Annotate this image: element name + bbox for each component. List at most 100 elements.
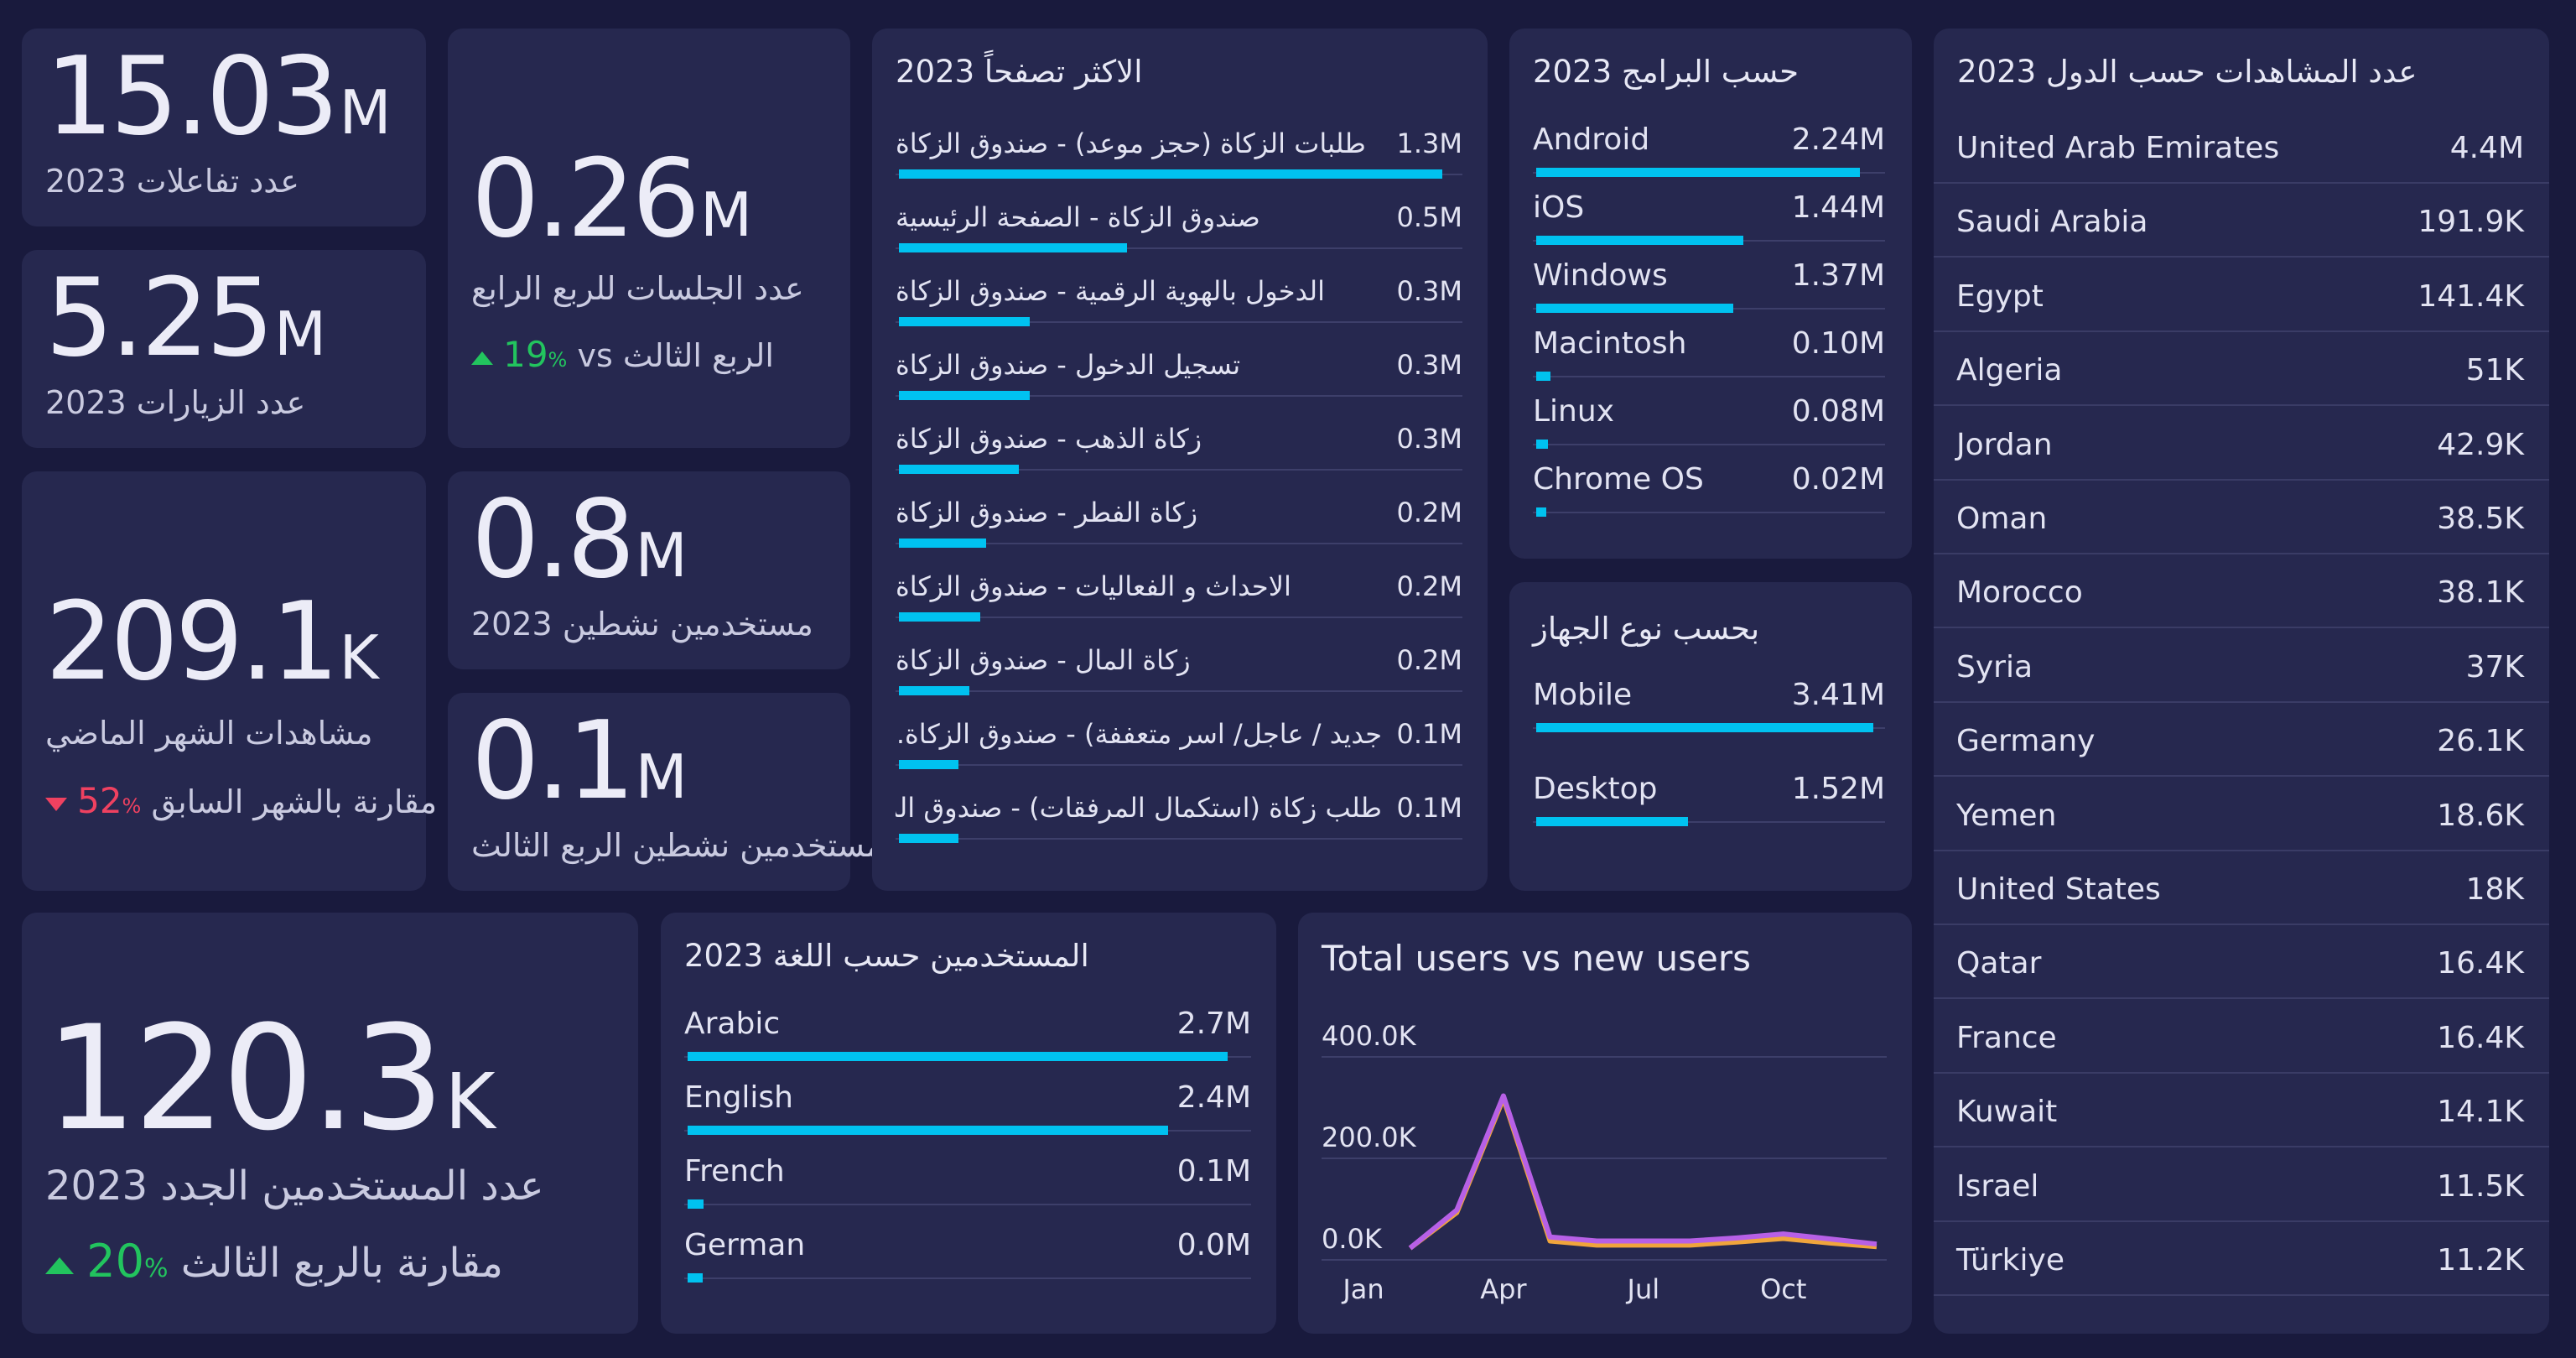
country-row[interactable]: Saudi Arabia 191.9K (1934, 183, 2549, 258)
most-browsed-row-label: صندوق الزكاة - الصفحة الرئيسية (896, 201, 1260, 233)
most-browsed-row[interactable]: الاحداث و الفعاليات - صندوق الزكاة 0.2M (896, 570, 1462, 644)
row-divider (896, 543, 1462, 544)
most-browsed-row[interactable]: زكاة الذهب - صندوق الزكاة 0.3M (896, 423, 1462, 497)
country-row[interactable]: United Arab Emirates 4.4M (1934, 109, 2549, 184)
country-name: Saudi Arabia (1956, 205, 2148, 240)
country-value: 16.4K (2437, 946, 2524, 981)
country-row[interactable]: Syria 37K (1934, 628, 2549, 703)
most-browsed-row-label: جديد / عاجل/ اسر متعففة) - صندوق الزكاة.… (896, 718, 1382, 750)
program-row[interactable]: Windows 1.37M (1533, 258, 1885, 326)
language-row-value: 2.4M (1176, 1080, 1251, 1115)
kpi-new-users-value: 120.3K (45, 994, 496, 1163)
row-divider (684, 1204, 1251, 1205)
program-row[interactable]: iOS 1.44M (1533, 190, 1885, 258)
most-browsed-row[interactable]: طلب زكاة (استكمال المرفقات) - صندوق الزك… (896, 792, 1462, 866)
most-browsed-row-bar (899, 612, 981, 622)
country-row[interactable]: Qatar 16.4K (1934, 924, 2549, 1000)
row-divider (896, 617, 1462, 618)
country-name: United States (1956, 872, 2161, 907)
most-browsed-row-value: 1.3M (1396, 127, 1463, 159)
chart-y-tick-label: 200.0K (1322, 1121, 1417, 1153)
language-row-bar (688, 1273, 703, 1283)
language-row-label: English (684, 1080, 793, 1115)
language-row[interactable]: English 2.4M (684, 1080, 1251, 1154)
kpi-new-users-delta: 20% مقارنة بالربع الثالث (45, 1235, 503, 1288)
device-row[interactable]: Mobile 3.41M (1533, 678, 1885, 772)
country-row[interactable]: Yemen 18.6K (1934, 777, 2549, 851)
most-browsed-row-bar (899, 243, 1128, 252)
country-title: عدد المشاهدات حسب الدول 2023 (1957, 54, 2418, 90)
country-row[interactable]: Egypt 141.4K (1934, 258, 2549, 332)
country-row[interactable]: Germany 26.1K (1934, 702, 2549, 778)
kpi-visits-card: 5.25M عدد الزيارات 2023 (22, 250, 426, 448)
kpi-visits-value: 5.25M (45, 256, 327, 381)
most-browsed-row[interactable]: الدخول بالهوية الرقمية - صندوق الزكاة 0.3… (896, 275, 1462, 349)
chart-x-tick-label: Oct (1760, 1273, 1806, 1305)
most-browsed-row[interactable]: زكاة المال - صندوق الزكاة 0.2M (896, 644, 1462, 718)
most-browsed-row-bar (899, 686, 970, 695)
country-row[interactable]: Jordan 42.9K (1934, 406, 2549, 481)
most-browsed-row[interactable]: صندوق الزكاة - الصفحة الرئيسية 0.5M (896, 201, 1462, 275)
language-row[interactable]: German 0.0M (684, 1228, 1251, 1302)
device-row-value: 3.41M (1791, 678, 1885, 712)
program-row[interactable]: Android 2.24M (1533, 122, 1885, 190)
program-title: حسب البرامج 2023 (1533, 54, 1800, 90)
language-row-bar (688, 1199, 704, 1209)
program-row[interactable]: Macintosh 0.10M (1533, 326, 1885, 394)
trend-down-icon (45, 797, 67, 811)
most-browsed-row-value: 0.3M (1396, 349, 1463, 381)
most-browsed-row-label: زكاة المال - صندوق الزكاة (896, 644, 1191, 676)
country-row[interactable]: Türkiye 11.2K (1934, 1221, 2549, 1296)
most-browsed-row[interactable]: جديد / عاجل/ اسر متعففة) - صندوق الزكاة.… (896, 718, 1462, 792)
country-value: 42.9K (2437, 427, 2524, 462)
program-row-bar (1536, 507, 1546, 517)
most-browsed-row-bar (899, 760, 959, 769)
most-browsed-row-bar (899, 834, 959, 843)
language-row-value: 0.1M (1176, 1154, 1251, 1189)
row-divider (1533, 821, 1885, 823)
device-row[interactable]: Desktop 1.52M (1533, 772, 1885, 866)
most-browsed-row-label: تسجيل الدخول - صندوق الزكاة (896, 349, 1241, 381)
program-row[interactable]: Linux 0.08M (1533, 394, 1885, 462)
country-row[interactable]: France 16.4K (1934, 999, 2549, 1074)
country-row[interactable]: Israel 11.5K (1934, 1147, 2549, 1222)
kpi-active-users-q3-card: 0.1M مستخدمين نشطين الربع الثالث (448, 693, 883, 891)
program-row-bar (1536, 236, 1744, 245)
row-divider (896, 321, 1462, 323)
most-browsed-row-label: زكاة الفطر - صندوق الزكاة (896, 497, 1198, 528)
program-row-value: 1.44M (1791, 190, 1885, 225)
program-card: حسب البرامج 2023 Android 2.24M iOS 1.44M Win… (1509, 29, 1912, 559)
program-row-label: Windows (1533, 258, 1668, 293)
program-row[interactable]: Chrome OS 0.02M (1533, 462, 1885, 530)
trend-up-icon (471, 351, 493, 365)
country-row[interactable]: Oman 38.5K (1934, 480, 2549, 554)
country-value: 26.1K (2437, 724, 2524, 759)
row-divider (896, 395, 1462, 397)
program-row-bar (1536, 168, 1860, 177)
most-browsed-row[interactable]: طلبات الزكاة (حجز موعد) - صندوق الزكاة 1.… (896, 127, 1462, 201)
language-row[interactable]: Arabic 2.7M (684, 1007, 1251, 1080)
device-row-value: 1.52M (1791, 772, 1885, 806)
kpi-active-users-card: 0.8M مستخدمين نشطين 2023 (448, 471, 850, 669)
country-row[interactable]: Kuwait 14.1K (1934, 1073, 2549, 1148)
kpi-visits-label: عدد الزيارات 2023 (45, 384, 306, 421)
country-row[interactable]: United States 18K (1934, 851, 2549, 925)
program-row-bar (1536, 440, 1548, 449)
device-card: بحسب نوع الجهاز Mobile 3.41M Desktop 1.52M (1509, 582, 1912, 891)
country-row[interactable]: Morocco 38.1K (1934, 554, 2549, 629)
language-row[interactable]: French 0.1M (684, 1154, 1251, 1228)
kpi-active-users-q3-label: مستخدمين نشطين الربع الثالث (471, 827, 884, 864)
device-row-bar (1536, 817, 1688, 826)
country-name: Türkiye (1956, 1243, 2064, 1277)
kpi-interactions-value: 15.03M (45, 34, 392, 159)
most-browsed-row[interactable]: زكاة الفطر - صندوق الزكاة 0.2M (896, 497, 1462, 570)
country-card: عدد المشاهدات حسب الدول 2023 United Arab… (1934, 29, 2549, 1334)
country-value: 18K (2465, 872, 2524, 907)
most-browsed-card: الاكثر تصفحاً 2023 طلبات الزكاة (حجز موع… (872, 29, 1488, 891)
most-browsed-row[interactable]: تسجيل الدخول - صندوق الزكاة 0.3M (896, 349, 1462, 423)
language-row-value: 0.0M (1176, 1228, 1251, 1262)
chart-series-line (1408, 1095, 1877, 1251)
country-name: Israel (1956, 1168, 2039, 1204)
most-browsed-row-value: 0.2M (1396, 644, 1463, 676)
country-row[interactable]: Algeria 51K (1934, 331, 2549, 407)
